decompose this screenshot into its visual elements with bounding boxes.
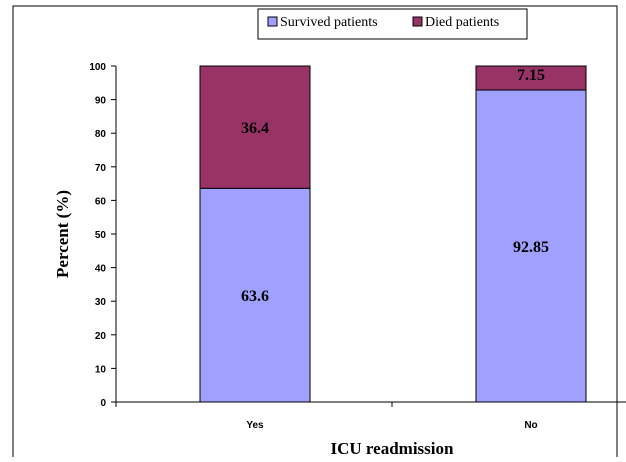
y-tick-label: 80: [95, 129, 107, 140]
x-tick-label: No: [524, 420, 537, 431]
data-label: 7.15: [517, 67, 545, 84]
legend-label: Survived patients: [280, 15, 378, 30]
legend-label: Died patients: [425, 15, 499, 30]
x-axis-title: ICU readmission: [331, 439, 454, 457]
y-tick-label: 50: [95, 230, 107, 241]
x-tick-label: Yes: [246, 420, 264, 431]
legend-box: [257, 8, 528, 40]
legend: Survived patients Died patients: [257, 8, 528, 40]
bar-segment: [475, 89, 587, 403]
bar-segment: [475, 65, 587, 91]
data-label: 92.85: [513, 239, 549, 256]
y-axis-title: Percent (%): [53, 190, 72, 278]
legend-swatch: [412, 16, 423, 27]
bar-segment: [199, 187, 311, 403]
y-tick-label: 100: [89, 62, 106, 73]
bar-segment: [199, 65, 311, 189]
y-tick-label: 0: [100, 398, 106, 409]
data-label: 63.6: [241, 288, 269, 305]
y-tick-label: 90: [95, 96, 107, 107]
data-label: 36.4: [241, 120, 269, 137]
y-tick-label: 10: [95, 364, 107, 375]
bars: [199, 65, 587, 403]
legend-swatch: [267, 16, 278, 27]
y-tick-label: 70: [95, 163, 107, 174]
y-tick-label: 40: [95, 264, 107, 275]
y-tick-label: 20: [95, 331, 107, 342]
y-tick-label: 30: [95, 297, 107, 308]
y-tick-label: 60: [95, 196, 107, 207]
bar-labels: 63.6 36.4 92.85 7.15: [241, 67, 549, 305]
